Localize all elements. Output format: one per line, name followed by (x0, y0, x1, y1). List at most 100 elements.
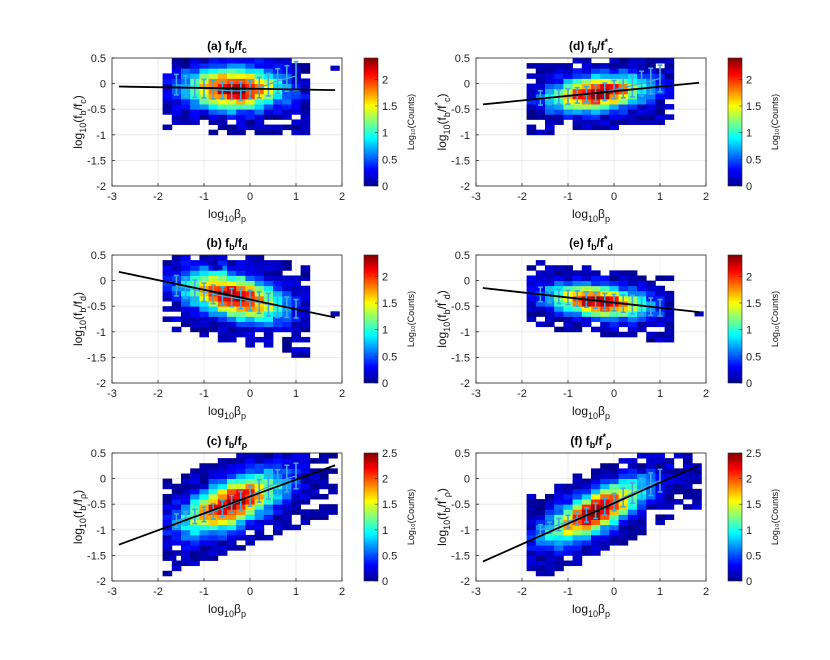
heatmap-cell (637, 519, 647, 526)
heatmap-cell (263, 514, 274, 520)
heatmap-cell (171, 104, 182, 110)
heatmap-cell (282, 519, 292, 526)
y-tick-label: 0 (100, 79, 106, 91)
y-axis-label: log10(fb/fρ) (71, 490, 88, 544)
colorbar-gradient (363, 57, 379, 187)
x-axis-label: log10βp (208, 602, 246, 619)
heatmap-cell (300, 509, 311, 515)
heatmap-cell (217, 109, 228, 115)
heatmap-cell (190, 58, 200, 64)
heatmap-cell (162, 98, 173, 105)
heatmap-cell (291, 275, 301, 281)
heatmap-cell (572, 58, 583, 64)
heatmap-cell (319, 458, 329, 464)
heatmap-cell (171, 560, 182, 567)
heatmap-cell (609, 311, 619, 317)
heatmap-cell (236, 68, 246, 74)
heatmap-cell (664, 93, 675, 100)
heatmap-cell (273, 316, 283, 322)
heatmap-cell (263, 509, 274, 515)
heatmap-cell (655, 58, 665, 64)
heatmap-cell (236, 468, 246, 474)
heatmap-cell (300, 519, 311, 526)
heatmap-cell (609, 119, 619, 125)
y-tick-label: 0 (464, 79, 470, 91)
heatmap-cell (535, 129, 546, 136)
heatmap-cell (199, 550, 209, 556)
heatmap-cell (282, 104, 292, 110)
heatmap-cell (254, 63, 265, 69)
ylabel-part: /f (435, 302, 449, 309)
heatmap-cell (609, 468, 619, 474)
colorbar-label: Log₁₀(Counts) (406, 291, 416, 347)
heatmap-cell (273, 104, 283, 110)
heatmap-cell (254, 326, 265, 333)
heatmap-cell (208, 545, 219, 551)
heatmap-cell (545, 83, 555, 90)
heatmap-cell (572, 83, 583, 90)
colorbar: 0 0.5 1 1.5 2 2.5 Log₁₀(Counts) (363, 448, 416, 588)
heatmap-cell (236, 509, 246, 515)
heatmap-cell (171, 295, 182, 302)
heatmap-cell (637, 463, 647, 469)
y-tick-label: -0.5 (451, 104, 470, 116)
heatmap-cell (618, 119, 629, 125)
heatmap-cell (563, 499, 573, 505)
heatmap-cell (545, 78, 555, 84)
heatmap-cell (545, 109, 555, 115)
heatmap-cell (572, 550, 583, 556)
heatmap-cell (227, 336, 237, 343)
heatmap-cell (609, 58, 619, 64)
heatmap-cell (563, 285, 573, 292)
heatmap-cell (217, 534, 228, 541)
heatmap-cell (199, 524, 209, 531)
heatmap-cell (526, 540, 537, 546)
heatmap-cell (273, 458, 283, 464)
heatmap-cell (162, 73, 173, 79)
heatmap-cell (291, 321, 301, 328)
colorbar-tick-label: 1 (746, 128, 752, 140)
heatmap-cell (664, 88, 675, 95)
ylabel-sup: * (433, 497, 443, 501)
heatmap-cell (236, 545, 246, 551)
heatmap-cell (162, 483, 173, 490)
xlabel-sub: p (241, 214, 246, 224)
heatmap-cell (526, 493, 537, 500)
y-tick-label: -2 (460, 181, 470, 193)
heatmap-cell (245, 270, 255, 276)
heatmap-cell (554, 311, 564, 317)
heatmap-cell (291, 290, 301, 297)
heatmap-cell (545, 104, 555, 110)
heatmap-cell (190, 265, 200, 271)
heatmap-cell (554, 306, 564, 312)
heatmap-cell (199, 488, 209, 495)
heatmap-cell (627, 290, 638, 297)
heatmap-cell (236, 270, 246, 276)
heatmap-cell (162, 545, 173, 551)
heatmap-cell (282, 316, 292, 322)
heatmap-cell (282, 493, 292, 500)
heatmap-cell (609, 73, 619, 79)
x-tick-label: -1 (563, 388, 573, 400)
heatmap-cell (273, 270, 283, 276)
colorbar-label: Log₁₀(Counts) (770, 291, 780, 347)
colorbar-tick-label: 1.5 (746, 298, 761, 310)
heatmap-cell (300, 311, 311, 317)
heatmap-cell (591, 109, 601, 115)
y-tick-label: -0.5 (451, 499, 470, 511)
heatmap-cell (646, 109, 656, 115)
heatmap-cell (254, 509, 265, 515)
heatmap-cell (236, 104, 246, 110)
heatmap-cell (291, 129, 301, 136)
heatmap-cell (591, 488, 601, 495)
ylabel-sub: 10 (78, 123, 88, 133)
heatmap-cell (526, 275, 537, 281)
heatmap-cell (254, 129, 265, 136)
heatmap-cell (300, 270, 311, 276)
heatmap-cell (190, 524, 200, 531)
heatmap-cell (319, 504, 329, 510)
heatmap-cell (199, 260, 209, 266)
heatmap-cell (254, 280, 265, 287)
heatmap-cell (217, 280, 228, 287)
heatmap-cell (217, 545, 228, 551)
